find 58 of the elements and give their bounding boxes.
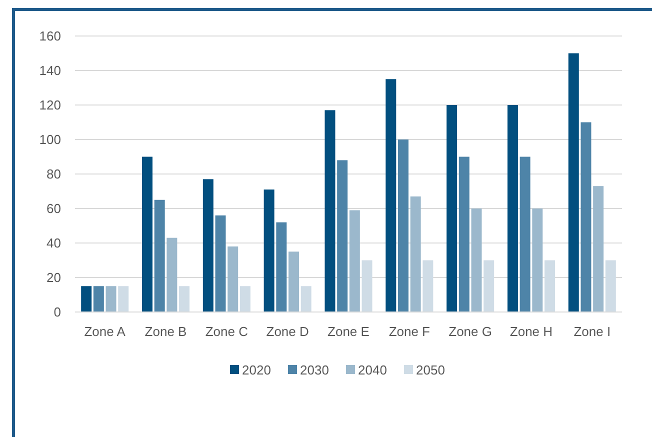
x-tick-label: Zone F bbox=[388, 324, 430, 339]
x-tick-label: Zone A bbox=[84, 324, 126, 339]
bar bbox=[458, 156, 470, 312]
y-tick-label: 0 bbox=[54, 304, 61, 320]
x-tick-label: Zone B bbox=[144, 324, 187, 339]
x-tick-label: Zone C bbox=[205, 324, 248, 339]
bar bbox=[276, 222, 287, 312]
legend-label: 2040 bbox=[358, 362, 387, 378]
bar bbox=[300, 286, 312, 312]
bar bbox=[386, 79, 396, 312]
bar bbox=[264, 190, 274, 312]
y-tick-label: 40 bbox=[46, 236, 61, 251]
x-tick-label: Zone E bbox=[328, 324, 370, 339]
bar bbox=[398, 140, 408, 312]
bar bbox=[568, 53, 579, 312]
bar bbox=[446, 105, 458, 312]
bar bbox=[544, 260, 555, 312]
bar bbox=[93, 286, 104, 312]
bar bbox=[106, 286, 116, 312]
bar bbox=[228, 246, 238, 312]
y-tick-label: 160 bbox=[39, 28, 61, 44]
legend-label: 2050 bbox=[416, 362, 445, 378]
y-tick-label: 140 bbox=[39, 63, 61, 78]
x-tick-label: Zone I bbox=[574, 324, 611, 339]
bar bbox=[507, 105, 518, 312]
bar bbox=[142, 156, 152, 312]
legend-label: 2020 bbox=[242, 362, 271, 378]
bar bbox=[410, 196, 421, 312]
legend-label: 2030 bbox=[300, 362, 329, 378]
bar bbox=[179, 286, 190, 312]
bar bbox=[520, 156, 530, 312]
y-tick-label: 80 bbox=[46, 166, 61, 182]
bar bbox=[118, 286, 129, 312]
x-tick-label: Zone H bbox=[510, 324, 553, 339]
bar bbox=[605, 260, 616, 312]
y-tick-label: 100 bbox=[39, 132, 61, 148]
y-tick-label: 20 bbox=[46, 270, 61, 286]
bar bbox=[593, 186, 604, 312]
bar bbox=[337, 160, 348, 312]
bar bbox=[324, 110, 336, 312]
bar bbox=[532, 208, 543, 312]
y-tick-label: 60 bbox=[46, 201, 61, 216]
x-tick-label: Zone G bbox=[448, 324, 492, 339]
x-tick-label: Zone D bbox=[266, 324, 309, 339]
bar bbox=[215, 215, 226, 312]
bar bbox=[202, 179, 214, 312]
bar bbox=[349, 210, 360, 312]
bar bbox=[81, 286, 92, 312]
bar bbox=[240, 286, 250, 312]
bar bbox=[484, 260, 494, 312]
bar bbox=[362, 260, 372, 312]
bar bbox=[471, 208, 482, 312]
bar bbox=[288, 252, 299, 312]
bar bbox=[166, 238, 178, 312]
bar bbox=[422, 260, 434, 312]
y-tick-label: 120 bbox=[39, 98, 61, 113]
bar bbox=[580, 122, 592, 312]
bar bbox=[154, 200, 165, 312]
